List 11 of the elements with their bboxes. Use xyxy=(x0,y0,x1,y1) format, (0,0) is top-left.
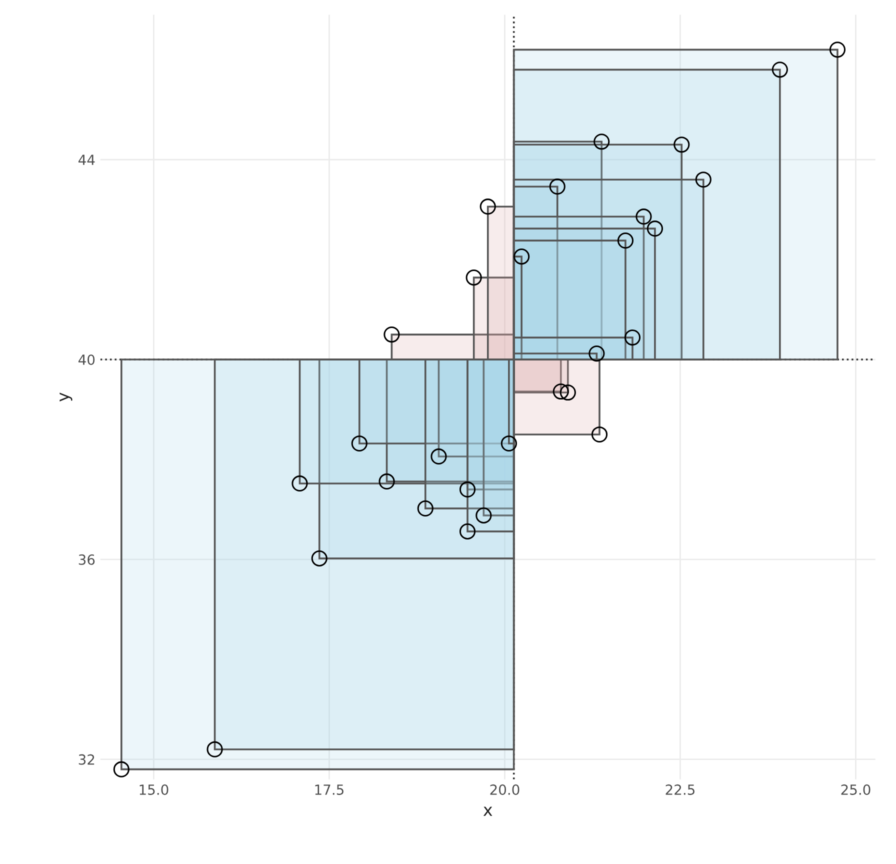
y-tick-label: 40 xyxy=(78,354,95,365)
x-axis-title: x xyxy=(483,806,492,816)
x-tick-label: 20.0 xyxy=(490,784,520,795)
y-tick-label: 32 xyxy=(78,754,94,765)
y-tick-label: 36 xyxy=(78,554,95,565)
x-tick-label: 22.5 xyxy=(666,784,694,795)
x-tick-label: 17.5 xyxy=(315,784,344,795)
x-tick-label: 25.0 xyxy=(841,784,870,795)
y-tick-label: 44 xyxy=(78,154,95,165)
x-tick-label: 15.0 xyxy=(140,784,168,795)
y-axis-title: y xyxy=(60,392,72,402)
